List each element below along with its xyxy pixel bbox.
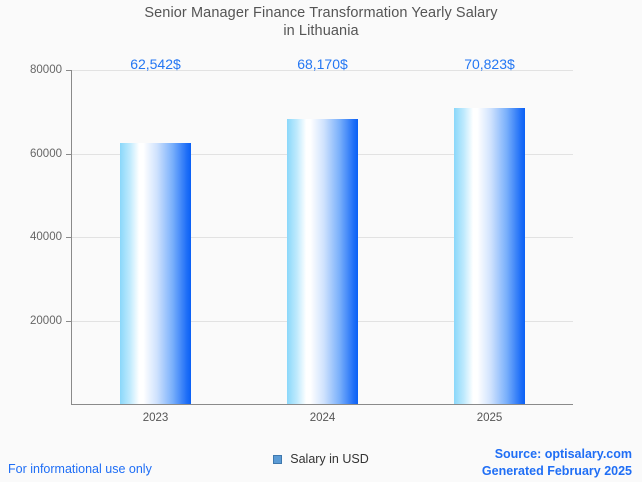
bar[interactable] <box>287 119 358 404</box>
y-tick-mark <box>66 153 72 155</box>
bar-value-label: 62,542$ <box>130 56 181 72</box>
y-tick-mark <box>66 237 72 238</box>
x-tick-label: 2023 <box>142 412 169 424</box>
y-tick-label: 80000 <box>30 64 62 76</box>
chart-title-line-2: in Lithuania <box>283 23 359 39</box>
bar[interactable] <box>120 142 191 404</box>
legend-swatch-icon <box>273 454 283 464</box>
plot-area <box>72 70 573 404</box>
bar-value-label: 68,170$ <box>297 56 348 72</box>
chart-legend[interactable]: Salary in USD <box>0 452 642 466</box>
bar[interactable] <box>454 108 525 404</box>
x-axis-line <box>72 404 573 406</box>
bar-value-label: 70,823$ <box>464 56 515 72</box>
y-tick-label: 20000 <box>30 314 62 327</box>
chart-title: Senior Manager Finance Transformation Ye… <box>0 4 642 40</box>
chart-title-line-1: Senior Manager Finance Transformation Ye… <box>144 5 498 21</box>
generated-text: Generated February 2025 <box>481 464 632 478</box>
gridline <box>72 70 573 71</box>
source-block: Source: optisalary.com Generated Februar… <box>482 446 632 480</box>
legend-label: Salary in USD <box>290 452 369 466</box>
y-tick-mark <box>66 70 72 71</box>
y-axis-line <box>71 70 73 405</box>
y-tick-mark <box>66 320 72 322</box>
x-tick-label: 2025 <box>476 412 503 424</box>
source-text: Source: optisalary.com <box>494 447 632 461</box>
x-tick-label: 2024 <box>309 412 336 424</box>
y-tick-label: 60000 <box>30 147 62 160</box>
disclaimer-text: For informational use only <box>8 462 152 476</box>
y-tick-label: 40000 <box>30 231 62 243</box>
